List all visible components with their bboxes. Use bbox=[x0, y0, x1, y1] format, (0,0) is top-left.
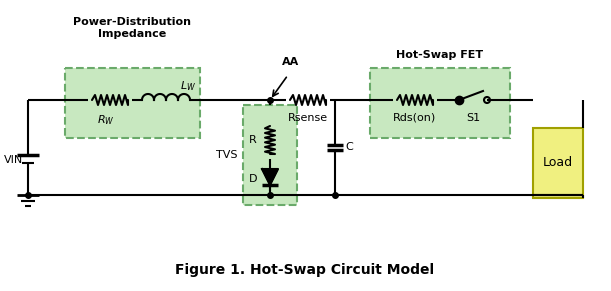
Text: Load: Load bbox=[543, 157, 573, 169]
Text: R: R bbox=[249, 135, 257, 145]
Text: Rds(on): Rds(on) bbox=[393, 113, 437, 123]
Text: AA: AA bbox=[282, 57, 299, 67]
Text: $L_W$: $L_W$ bbox=[180, 79, 196, 93]
Text: $R_W$: $R_W$ bbox=[97, 113, 115, 127]
Text: S1: S1 bbox=[466, 113, 480, 123]
Text: Figure 1. Hot-Swap Circuit Model: Figure 1. Hot-Swap Circuit Model bbox=[175, 263, 434, 277]
Text: Rsense: Rsense bbox=[288, 113, 328, 123]
Text: Hot-Swap FET: Hot-Swap FET bbox=[397, 50, 483, 60]
Bar bbox=[65, 68, 200, 138]
Text: D: D bbox=[249, 174, 257, 184]
Bar bbox=[533, 128, 583, 198]
Polygon shape bbox=[262, 169, 278, 185]
Text: C: C bbox=[345, 143, 353, 152]
Text: TVS: TVS bbox=[216, 150, 238, 160]
Text: Power-Distribution
Impedance: Power-Distribution Impedance bbox=[73, 17, 191, 39]
Text: VIN: VIN bbox=[4, 155, 23, 165]
Bar bbox=[243, 105, 297, 205]
Bar bbox=[370, 68, 510, 138]
